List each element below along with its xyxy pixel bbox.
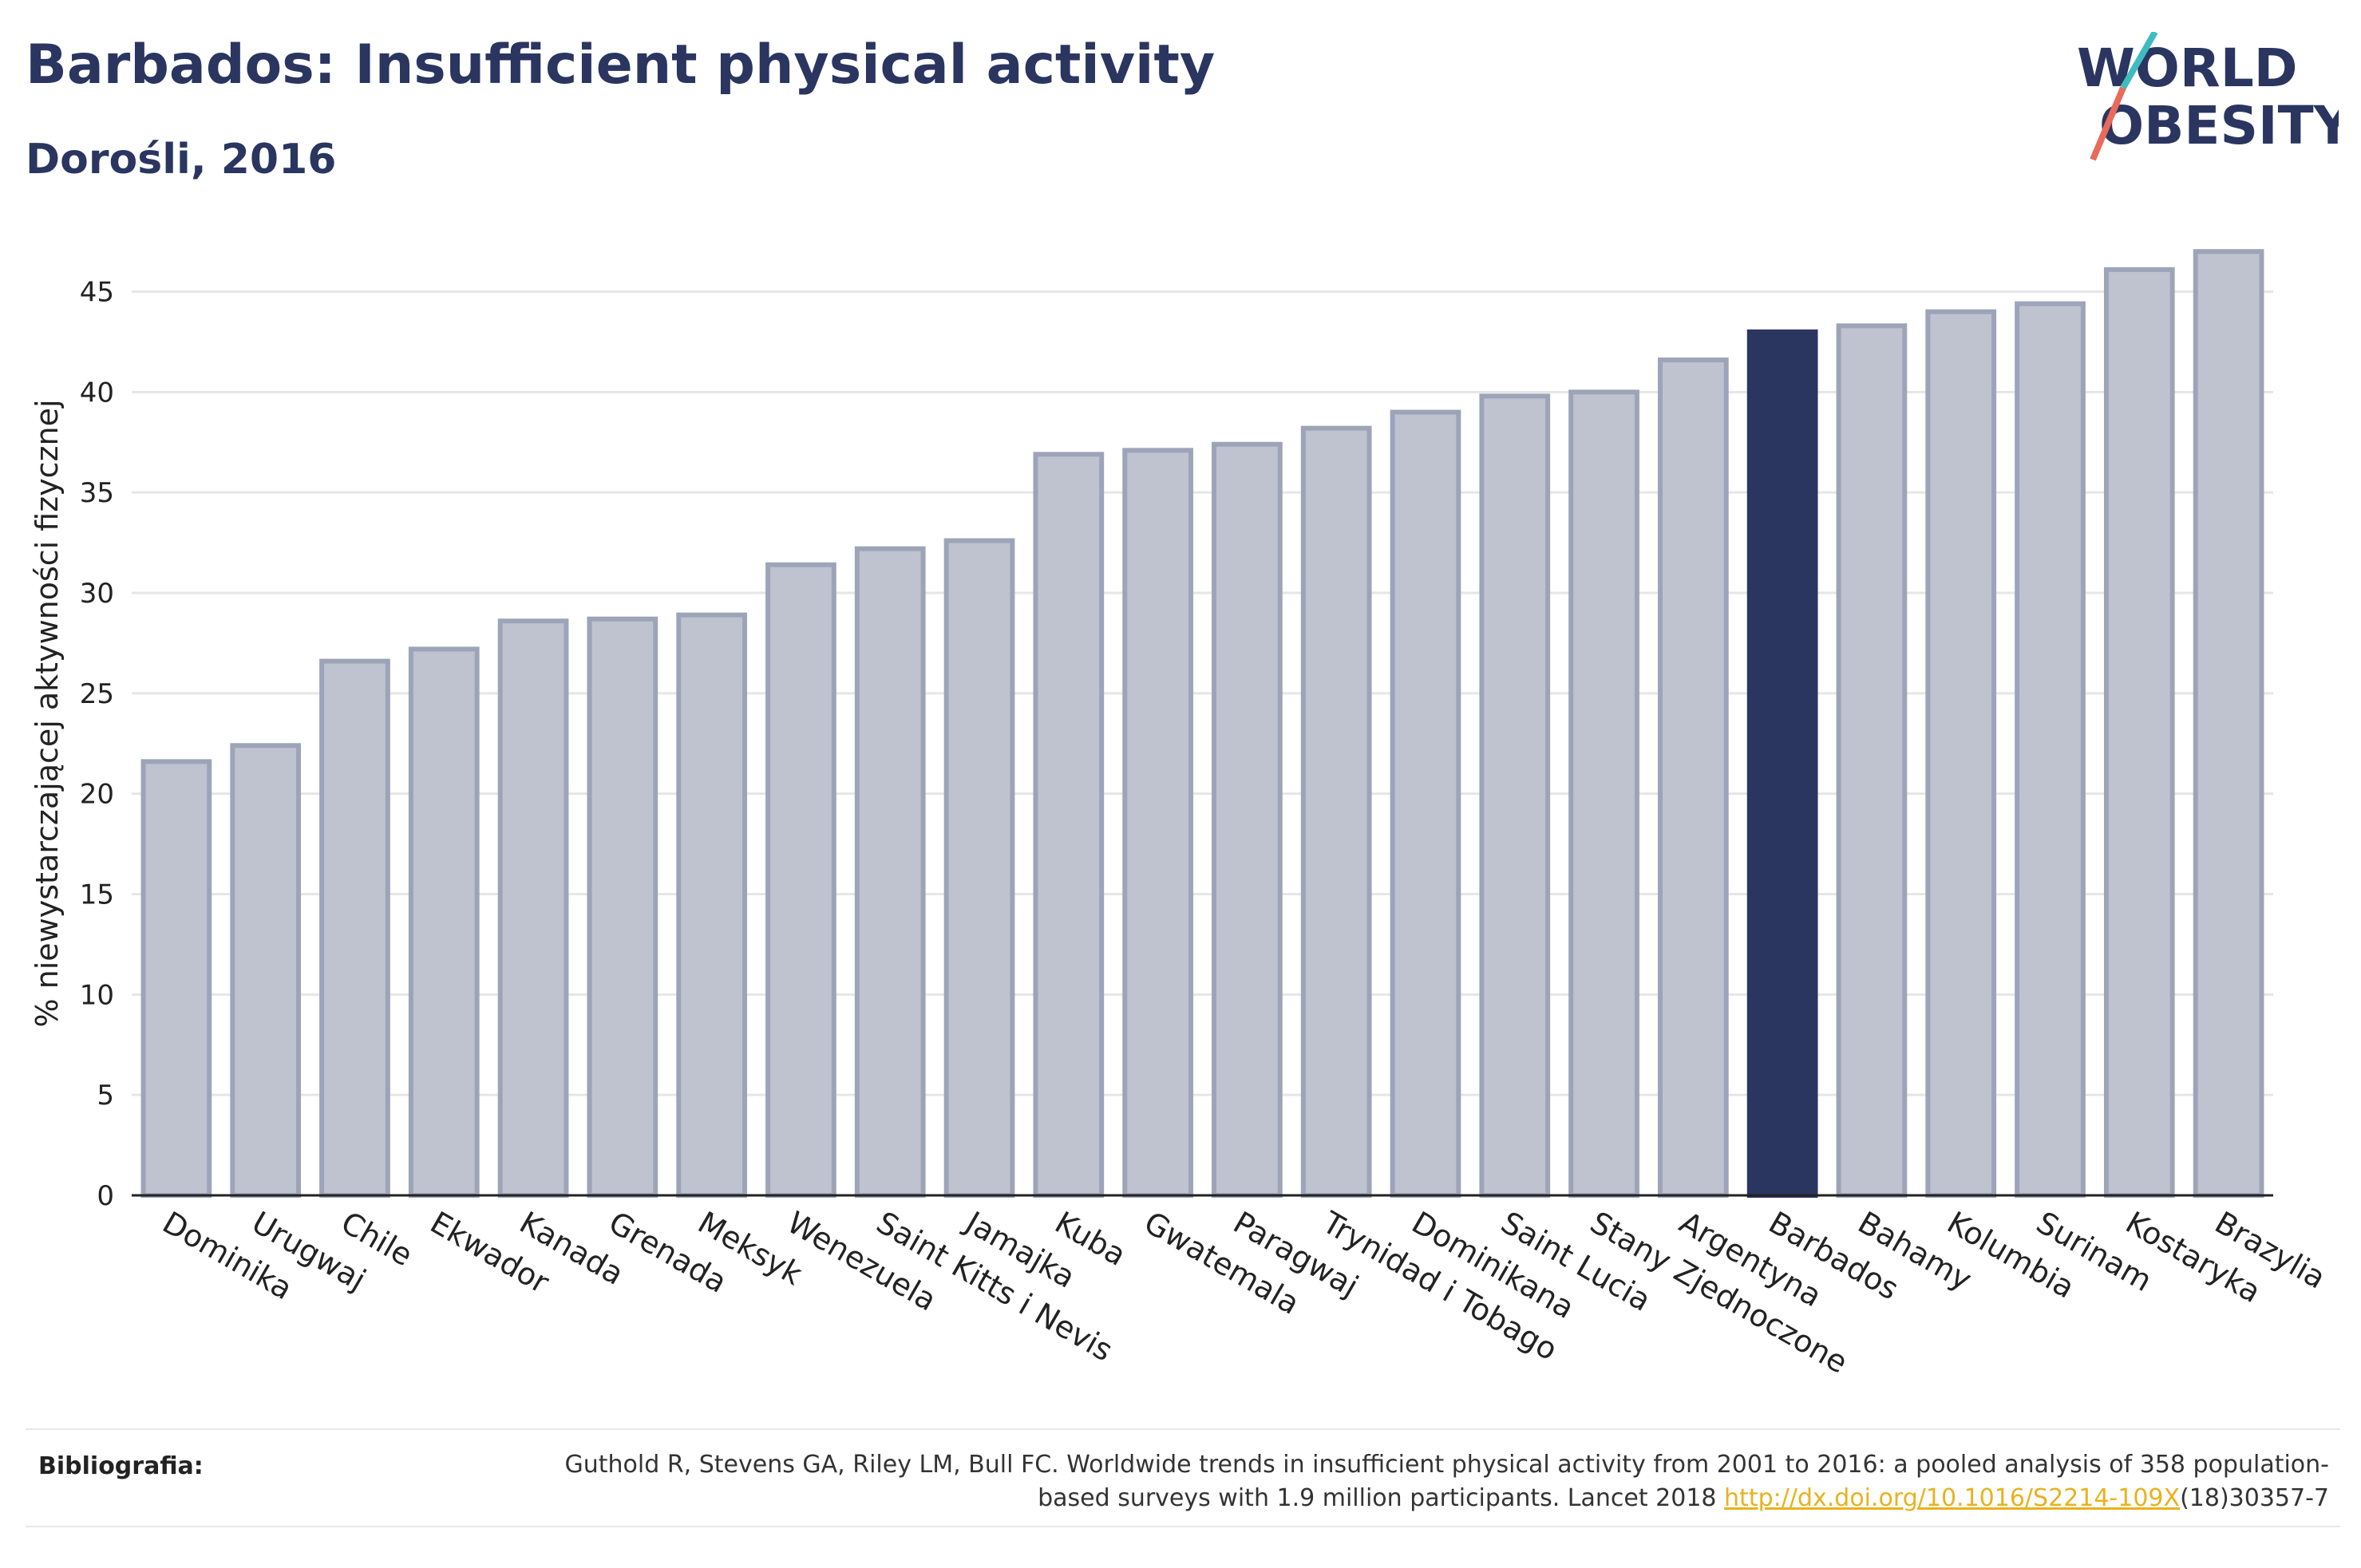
bar — [676, 612, 748, 1198]
world-obesity-logo: WORLD OBESITY — [2077, 32, 2339, 161]
chart-title: Barbados: Insufficient physical activity — [26, 34, 1216, 97]
bar — [765, 562, 836, 1198]
y-tick-label: 20 — [80, 779, 114, 811]
y-axis-title: % niewystarczającej aktywności fizycznej — [30, 399, 65, 1027]
bar — [1300, 425, 1372, 1198]
bibliography-citation-end: (18)30357-7 — [2180, 1484, 2329, 1512]
y-tick-label: 45 — [80, 277, 114, 309]
logo-slash-coral — [2090, 86, 2126, 161]
bar-highlight — [1746, 329, 1818, 1198]
y-tick-label: 5 — [97, 1080, 114, 1112]
logo-line2: OBESITY — [2099, 95, 2339, 156]
bar — [1390, 409, 1461, 1198]
bar — [1657, 357, 1729, 1199]
bar — [140, 759, 212, 1198]
bar — [1479, 393, 1551, 1199]
chart-subtitle: Dorośli, 2016 — [26, 136, 337, 184]
bibliography-citation: Guthold R, Stevens GA, Riley LM, Bull FC… — [564, 1451, 2329, 1512]
bar — [587, 616, 658, 1198]
bar — [2193, 249, 2264, 1199]
bar — [230, 743, 302, 1198]
y-tick-label: 0 — [97, 1180, 114, 1212]
footer-divider-bottom — [26, 1526, 2340, 1527]
bar — [943, 538, 1015, 1198]
bar — [1122, 448, 1193, 1198]
y-tick-label: 35 — [80, 477, 114, 509]
logo-line1: WORLD — [2077, 38, 2298, 99]
y-tick-label: 15 — [80, 879, 114, 911]
y-tick-label: 30 — [80, 578, 114, 610]
bar — [408, 646, 480, 1198]
bar — [854, 546, 926, 1198]
logo-slash-teal — [2120, 32, 2158, 89]
bar — [497, 618, 569, 1198]
y-tick-label: 25 — [80, 678, 114, 710]
y-tick-label: 40 — [80, 377, 114, 409]
bibliography-text: Guthold R, Stevens GA, Riley LM, Bull FC… — [493, 1448, 2329, 1515]
bibliography-link[interactable]: http://dx.doi.org/10.1016/S2214-109X — [1724, 1484, 2181, 1512]
y-tick-label: 10 — [80, 979, 114, 1011]
bar — [1836, 323, 1908, 1198]
bar — [319, 658, 390, 1198]
footer-divider-top — [26, 1428, 2340, 1430]
bar — [1925, 309, 1997, 1199]
bar — [1212, 441, 1283, 1198]
bar — [1568, 389, 1639, 1199]
bar — [1033, 452, 1105, 1198]
bar — [2103, 267, 2175, 1199]
bar — [2015, 301, 2086, 1199]
bibliography-label: Bibliografia: — [38, 1452, 204, 1480]
